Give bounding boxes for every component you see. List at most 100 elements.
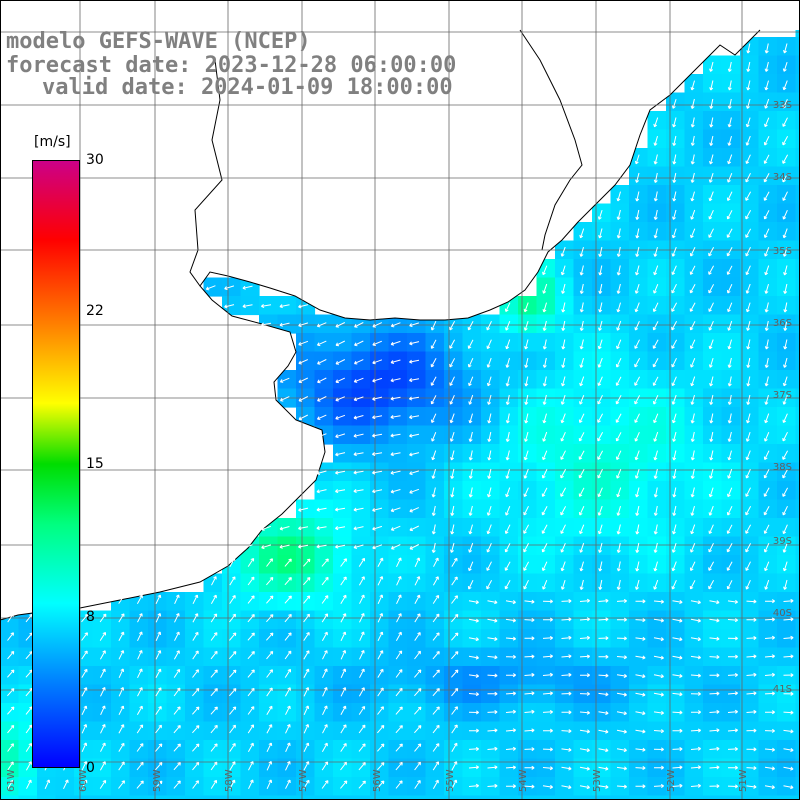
wind-arrow (451, 632, 459, 641)
wind-arrow (782, 413, 788, 424)
wind-arrow (25, 742, 32, 752)
wind-arrow (247, 557, 255, 567)
wind-cell (795, 166, 800, 186)
wind-arrow (579, 785, 590, 790)
wind-arrow (358, 762, 366, 771)
wind-arrow (653, 413, 659, 424)
wind-arrow (468, 487, 473, 498)
wind-arrow (782, 469, 789, 479)
wind-arrow (690, 358, 696, 368)
wind-arrow (432, 632, 440, 641)
wind-arrow (653, 524, 658, 535)
wind-arrow (561, 320, 566, 331)
wind-arrow (783, 748, 794, 753)
wind-arrow (615, 376, 622, 386)
wind-cell (314, 795, 334, 800)
wind-arrow (690, 618, 701, 623)
wind-arrow (229, 779, 236, 789)
wind-arrow (672, 710, 683, 715)
wind-arrow (298, 526, 309, 531)
wind-arrow (303, 595, 311, 604)
wind-cell (536, 795, 556, 800)
wind-arrow (155, 762, 163, 771)
wind-arrow (616, 320, 622, 331)
wind-arrow (298, 304, 309, 309)
wind-cell (481, 795, 501, 800)
wind-arrow (468, 655, 479, 660)
wind-arrow (432, 761, 439, 771)
wind-arrow (653, 172, 658, 183)
wind-arrow (524, 431, 529, 442)
wind-arrow (690, 524, 696, 535)
wind-arrow (298, 322, 309, 328)
wind-arrow (372, 433, 383, 438)
wind-arrow (303, 632, 310, 641)
wind-arrow (598, 302, 603, 313)
wind-arrow (451, 595, 458, 604)
wind-arrow (616, 729, 627, 734)
wind-arrow (468, 450, 473, 461)
wind-arrow (652, 394, 659, 405)
wind-arrow (652, 339, 659, 349)
wind-cell (721, 795, 741, 800)
wind-arrow (542, 709, 553, 714)
wind-arrow (542, 413, 547, 424)
wind-arrow (598, 320, 603, 331)
wind-arrow (335, 433, 346, 439)
wind-arrow (579, 654, 590, 659)
lon-label: 61W (6, 769, 17, 792)
wind-arrow (298, 507, 309, 512)
wind-cell (740, 795, 760, 800)
wind-arrow (783, 283, 788, 294)
wind-arrow (653, 747, 664, 752)
wind-arrow (578, 450, 585, 460)
wind-arrow (615, 450, 622, 461)
wind-arrow (7, 743, 14, 752)
wind-arrow (597, 376, 603, 387)
wind-cell (222, 795, 242, 800)
wind-arrow (561, 654, 572, 659)
wind-arrow (690, 543, 696, 553)
wind-arrow (505, 746, 517, 751)
wind-arrow (395, 669, 403, 678)
wind-arrow (746, 747, 757, 752)
wind-arrow (579, 320, 584, 331)
wind-arrow (118, 724, 125, 734)
wind-cell (795, 721, 800, 741)
wind-arrow (598, 711, 609, 716)
wind-arrow (635, 487, 640, 498)
wind-arrow (690, 783, 702, 788)
wind-arrow (782, 524, 788, 535)
wind-arrow (764, 98, 770, 109)
wind-arrow (340, 761, 347, 771)
wind-arrow (764, 691, 775, 696)
wind-cell (795, 610, 800, 630)
wind-arrow (635, 692, 646, 697)
wind-arrow (409, 378, 420, 383)
wind-arrow (746, 709, 757, 714)
wind-arrow (764, 117, 770, 128)
wind-arrow (671, 357, 677, 368)
wind-arrow (542, 784, 554, 789)
lat-label: 35S (773, 246, 792, 257)
wind-arrow (353, 470, 364, 475)
wind-cell (795, 74, 800, 94)
wind-arrow (746, 80, 751, 91)
wind-arrow (229, 613, 236, 623)
wind-arrow (542, 283, 548, 294)
wind-arrow (486, 561, 492, 571)
wind-arrow (616, 692, 627, 697)
wind-arrow (353, 526, 364, 531)
wind-arrow (395, 650, 403, 660)
wind-arrow (653, 710, 665, 715)
wind-arrow (672, 692, 683, 697)
wind-arrow (542, 302, 547, 313)
wind-arrow (578, 413, 585, 424)
wind-arrow (409, 322, 420, 328)
wind-arrow (468, 561, 474, 572)
wind-arrow (414, 557, 421, 568)
wind-arrow (542, 431, 548, 442)
wind-arrow (560, 579, 566, 590)
wind-cell (795, 666, 800, 686)
wind-arrow (598, 579, 603, 590)
